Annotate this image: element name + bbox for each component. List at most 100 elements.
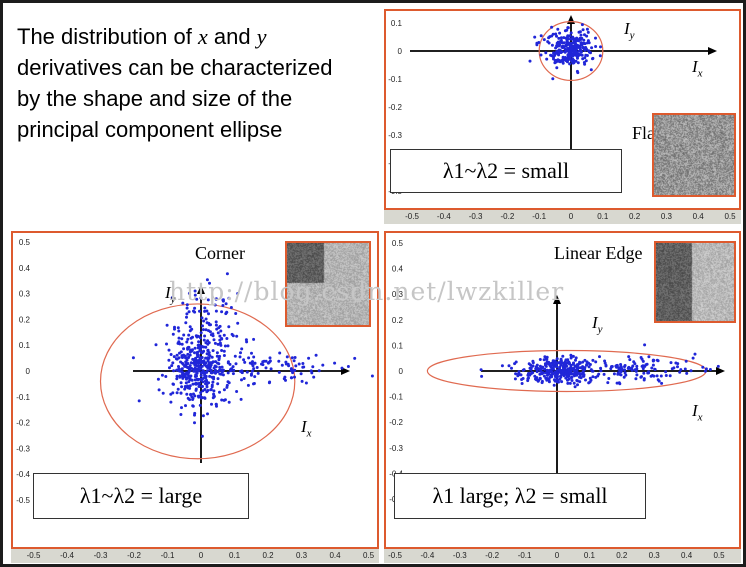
x-tick-strip: -0.5 -0.4 -0.3 -0.2 -0.1 0 0.1 0.2 0.3 0.4 0.5 — [384, 210, 741, 224]
edge-plot-area: 0.50.40.30.20.10-0.1-0.2-0.3-0.4-0.5 Iy … — [384, 231, 741, 549]
y-tick-label: -0.2 — [388, 103, 402, 112]
y-tick-label: -0.1 — [389, 393, 403, 402]
eigenvalue-box: λ1 large; λ2 = small — [394, 473, 646, 519]
x-tick-label: 0 — [568, 212, 574, 221]
y-tick-label: 0.3 — [19, 290, 31, 299]
x-tick-label: 0 — [198, 551, 204, 560]
y-tick-label: 0.1 — [391, 19, 403, 28]
x-tick-label: -0.4 — [60, 551, 74, 560]
x-tick-label: 0.5 — [724, 212, 736, 221]
y-tick-label: 0.1 — [392, 341, 404, 350]
y-tick-label: 0.2 — [392, 316, 404, 325]
y-tick-label: 0 — [399, 367, 404, 376]
y-tick-label: 0 — [398, 47, 403, 56]
x-tick-label: 0.5 — [362, 551, 375, 560]
y-tick-label: 0.5 — [392, 239, 404, 248]
edge-panel: 0.50.40.30.20.10-0.1-0.2-0.3-0.4-0.5 Iy … — [384, 231, 741, 564]
y-tick-label: -0.3 — [16, 444, 30, 453]
y-tick-label: 0.2 — [19, 315, 31, 324]
x-tick-label: 0.3 — [295, 551, 308, 560]
y-tick-label: 0.1 — [19, 341, 31, 350]
y-tick-label: -0.2 — [389, 418, 403, 427]
x-tick-label: -0.5 — [26, 551, 41, 560]
x-tick-label: -0.5 — [388, 551, 402, 560]
y-axis-label: Iy — [165, 283, 176, 306]
x-tick-label: -0.3 — [452, 551, 467, 560]
x-tick-label: -0.3 — [468, 212, 483, 221]
flat-plot-area: 0.10-0.1-0.2-0.3-0.4-0.5 Iy Ix Flat λ1~λ… — [384, 9, 741, 210]
y-axis-label: Iy — [624, 19, 635, 42]
x-axis-label: Ix — [692, 401, 703, 424]
pc-ellipse — [538, 21, 604, 81]
description-line: by the shape and size of the — [17, 86, 293, 111]
y-axis-arrow — [553, 295, 561, 304]
eigenvalue-label: λ1~λ2 = small — [442, 158, 570, 183]
corner-panel: 0.5 0.4 0.3 0.2 0.1 0 -0.1 -0.2 -0.3 -0.4 -0.5 Iy … — [11, 231, 379, 564]
corner-scatter-chart: 0.5 0.4 0.3 0.2 0.1 0 -0.1 -0.2 -0.3 -0.4 -0.5 — [16, 238, 374, 505]
eigenvalue-box: λ1~λ2 = large — [33, 473, 249, 519]
x-tick-label: -0.1 — [517, 551, 532, 560]
y-tick-label: 0.3 — [392, 290, 404, 299]
x-tick-label: 0 — [554, 551, 560, 560]
x-tick-label: 0.4 — [681, 551, 693, 560]
x-tick-label: 0.5 — [713, 551, 725, 560]
x-tick-label: -0.2 — [500, 212, 515, 221]
x-tick-label: 0.1 — [583, 551, 595, 560]
x-tick-label: 0.3 — [660, 212, 672, 221]
region-label: Linear Edge — [554, 243, 643, 263]
corner-plot-area: 0.5 0.4 0.3 0.2 0.1 0 -0.1 -0.2 -0.3 -0.4 -0.5 Iy … — [11, 231, 379, 549]
x-tick-label: 0.3 — [648, 551, 660, 560]
region-label: Corner — [195, 243, 245, 263]
eigenvalue-label: λ1~λ2 = large — [79, 483, 203, 508]
description-text: The distribution of x and y derivatives c… — [17, 21, 385, 145]
y-tick-label: -0.5 — [16, 496, 30, 505]
flat-panel: 0.10-0.1-0.2-0.3-0.4-0.5 Iy Ix Flat λ1~λ… — [384, 9, 741, 225]
x-tick-label: 0.2 — [616, 551, 628, 560]
edge-image-patch — [654, 241, 736, 323]
y-tick-label: 0.4 — [392, 265, 404, 274]
x-tick-label: -0.4 — [436, 212, 451, 221]
y-tick-label: 0.4 — [19, 264, 31, 273]
scatter-points — [131, 272, 374, 438]
edge-scatter-chart: 0.50.40.30.20.10-0.1-0.2-0.3-0.4-0.5 — [389, 239, 725, 504]
eigenvalue-label: λ1 large; λ2 = small — [432, 483, 608, 508]
x-tick-label: 0.2 — [262, 551, 274, 560]
x-tick-strip: -0.5 -0.4 -0.3 -0.2 -0.1 0 0.1 0.2 0.3 0.4 0.5 — [11, 549, 379, 563]
x-tick-label: 0.2 — [629, 212, 641, 221]
y-tick-label: 0.5 — [19, 238, 31, 247]
scatter-points — [528, 23, 602, 81]
x-tick-label: 0.1 — [597, 212, 609, 221]
watermark-text: http://blog.csdn.net/lwzkiller — [169, 277, 565, 306]
description-line: principal component ellipse — [17, 117, 283, 142]
x-axis-label: Ix — [301, 417, 312, 440]
y-tick-label: -0.4 — [16, 470, 30, 479]
pc-ellipse — [99, 303, 296, 460]
y-tick-label: -0.3 — [389, 444, 403, 453]
y-tick-label: -0.1 — [388, 75, 402, 84]
x-tick-label: -0.3 — [93, 551, 108, 560]
description-line: derivatives can be characterized — [17, 55, 333, 80]
x-tick-label: -0.4 — [420, 551, 435, 560]
x-axis-label: Ix — [692, 57, 703, 80]
description-line: The distribution of x and y — [17, 24, 267, 49]
x-tick-label: 0.4 — [329, 551, 341, 560]
x-tick-label: -0.2 — [485, 551, 500, 560]
x-tick-label: -0.2 — [127, 551, 141, 560]
y-axis-arrow — [567, 15, 575, 24]
y-axis-label: Iy — [592, 313, 603, 336]
flat-image-patch — [652, 113, 736, 197]
scatter-points — [479, 343, 720, 389]
x-tick-label: -0.1 — [160, 551, 175, 560]
x-tick-label: -0.5 — [405, 212, 419, 221]
flat-scatter-chart: 0.10-0.1-0.2-0.3-0.4-0.5 — [388, 15, 717, 196]
y-tick-label: -0.2 — [16, 419, 30, 428]
x-tick-label: -0.1 — [532, 212, 547, 221]
x-axis-arrow — [708, 47, 717, 55]
eigenvalue-box: λ1~λ2 = small — [390, 149, 622, 193]
x-axis-arrow — [341, 367, 350, 375]
corner-image-patch — [285, 241, 371, 327]
x-tick-label: 0.4 — [692, 212, 704, 221]
y-tick-label: 0 — [26, 367, 31, 376]
y-tick-label: -0.1 — [16, 393, 30, 402]
